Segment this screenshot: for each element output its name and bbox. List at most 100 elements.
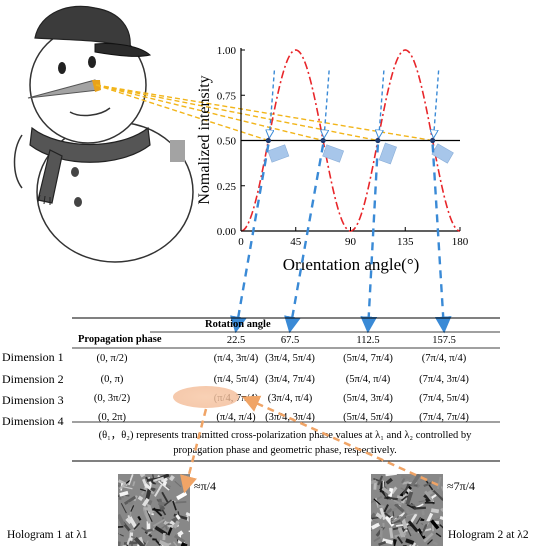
hologram-speckle: [174, 480, 182, 488]
propagation-phase-header: Propagation phase: [78, 334, 162, 345]
hologram-speckle: [430, 519, 440, 530]
hologram-speckle: [133, 545, 144, 546]
orange-arrow-to-h1: [180, 408, 208, 494]
rotation-angle-value: 157.5: [432, 335, 456, 346]
intensity-chart: 0.00 0.25 0.50 0.75 1.00 0 45 90 135 180 Orientat…: [196, 45, 469, 274]
hologram-speckle: [118, 482, 127, 490]
hologram-speckle: [405, 491, 414, 506]
hologram-speckle: [172, 520, 180, 529]
hologram-speckle: [119, 490, 129, 497]
hologram-speckle: [382, 538, 394, 545]
snowman-button: [74, 197, 82, 207]
hologram-speckle: [177, 511, 180, 516]
phase-table: Rotation angle Propagation phase 22.5 67.…: [2, 317, 500, 462]
propagation-phase-value: (0, 3π/2): [94, 393, 131, 404]
hologram-speckle: [400, 474, 411, 481]
nanorod-icon: [267, 144, 290, 163]
hologram-speckle: [133, 522, 141, 530]
hologram-speckle: [153, 518, 166, 527]
hologram-speckle: [127, 515, 131, 521]
hologram-speckle: [405, 538, 415, 545]
y-axis-label: Nomalized intensity: [196, 75, 213, 204]
hologram-speckle: [128, 502, 133, 505]
hologram-speckle: [159, 506, 166, 511]
probe-arrow: [434, 70, 440, 137]
hologram-speckle: [373, 536, 381, 543]
hologram-speckle: [155, 539, 161, 546]
hologram-speckle: [162, 532, 166, 541]
snowman-button: [71, 167, 79, 177]
hologram-speckle: [146, 510, 153, 523]
hologram-speckle: [172, 541, 181, 546]
mapping-arrow: [230, 144, 270, 334]
holograms: Hologram 1 at λ1 ≈π/4 Hologram 2 at λ2 ≈…: [7, 474, 529, 546]
x-tick-label: 0: [238, 236, 244, 248]
hologram-speckle: [405, 512, 418, 517]
phase-cell: (π/4, 3π/4): [214, 353, 259, 364]
hologram-speckle: [143, 507, 151, 512]
propagation-phase-value: (0, 2π): [98, 412, 127, 423]
hologram-speckle: [424, 490, 435, 503]
rotation-angle-value: 22.5: [227, 335, 245, 346]
hologram-speckle: [402, 483, 410, 495]
snowman-eye-right: [88, 56, 96, 68]
hologram-speckle: [430, 508, 440, 514]
hologram-speckle: [161, 491, 169, 503]
hologram-speckle: [118, 525, 124, 529]
hologram-speckle: [404, 507, 411, 515]
rotation-angle-value: 112.5: [356, 335, 379, 346]
hologram-speckle: [176, 491, 188, 501]
phase-cell: (7π/4, π/4): [422, 353, 467, 364]
hologram-speckle: [139, 488, 146, 492]
light-beam: [95, 84, 269, 142]
hologram-speckle: [133, 536, 146, 546]
hologram-speckle: [421, 510, 425, 516]
highlight-ellipse: [173, 386, 239, 408]
hologram-speckle: [167, 527, 173, 536]
hologram-speckle: [409, 503, 415, 507]
hologram-speckle: [432, 523, 434, 532]
hologram-speckle: [392, 527, 399, 531]
hologram-speckle: [410, 474, 421, 487]
hologram-speckle: [137, 515, 142, 521]
hologram-speckle: [152, 538, 157, 541]
hologram-speckle: [188, 530, 190, 535]
hologram-speckle: [411, 542, 417, 546]
hologram-speckle: [152, 507, 163, 517]
hologram-speckle: [387, 499, 401, 505]
hologram-speckle: [375, 545, 381, 546]
hologram-speckle: [416, 520, 429, 525]
hologram-speckle: [422, 531, 426, 537]
x-axis-label: Orientation angle(°): [283, 255, 420, 274]
hologram-speckle: [413, 506, 426, 510]
hologram-speckle: [158, 540, 170, 546]
hologram-speckle: [410, 513, 418, 523]
hologram-speckle: [434, 525, 442, 533]
hologram-speckle: [118, 531, 119, 539]
hologram-speckle: [172, 500, 177, 511]
hologram-speckle: [163, 499, 172, 507]
hologram-1-label: Hologram 1 at λ1: [7, 529, 88, 541]
hologram-speckle: [118, 541, 121, 546]
hologram-speckle: [143, 509, 146, 516]
hologram-speckle: [435, 532, 442, 538]
rotation-angle-header: Rotation angle: [205, 319, 271, 330]
light-beam: [95, 84, 324, 142]
hologram-speckle: [397, 527, 405, 538]
hologram-speckle: [424, 501, 435, 504]
marked-point: [320, 137, 326, 144]
hologram-speckle: [401, 518, 408, 530]
hologram-speckle: [414, 482, 421, 489]
hologram-speckle: [175, 514, 181, 520]
hologram-speckle: [120, 503, 127, 514]
hologram-speckle: [173, 534, 186, 544]
hologram-speckle: [143, 509, 152, 524]
hologram-speckle: [371, 518, 373, 526]
hologram-speckle: [377, 504, 385, 509]
table-note-line1: (θ₁，θ₂) represents transmitted cross-pol…: [99, 430, 473, 441]
hologram-speckle: [415, 516, 422, 525]
hologram-speckle: [407, 520, 419, 533]
hologram-speckle: [432, 541, 439, 546]
hologram-speckle: [139, 474, 146, 478]
hologram-speckle: [440, 486, 443, 492]
